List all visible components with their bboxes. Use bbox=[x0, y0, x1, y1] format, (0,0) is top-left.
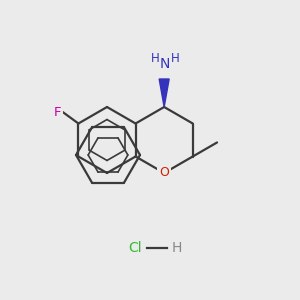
Text: N: N bbox=[160, 57, 170, 71]
Text: H: H bbox=[171, 52, 179, 65]
Text: O: O bbox=[159, 167, 169, 179]
Text: Cl: Cl bbox=[128, 241, 142, 255]
Polygon shape bbox=[159, 79, 169, 107]
Text: H: H bbox=[172, 241, 182, 255]
Text: H: H bbox=[151, 52, 160, 65]
Text: F: F bbox=[54, 106, 61, 119]
